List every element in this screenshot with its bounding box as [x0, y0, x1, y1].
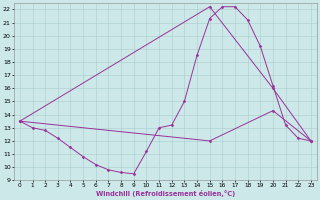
X-axis label: Windchill (Refroidissement éolien,°C): Windchill (Refroidissement éolien,°C): [96, 190, 235, 197]
